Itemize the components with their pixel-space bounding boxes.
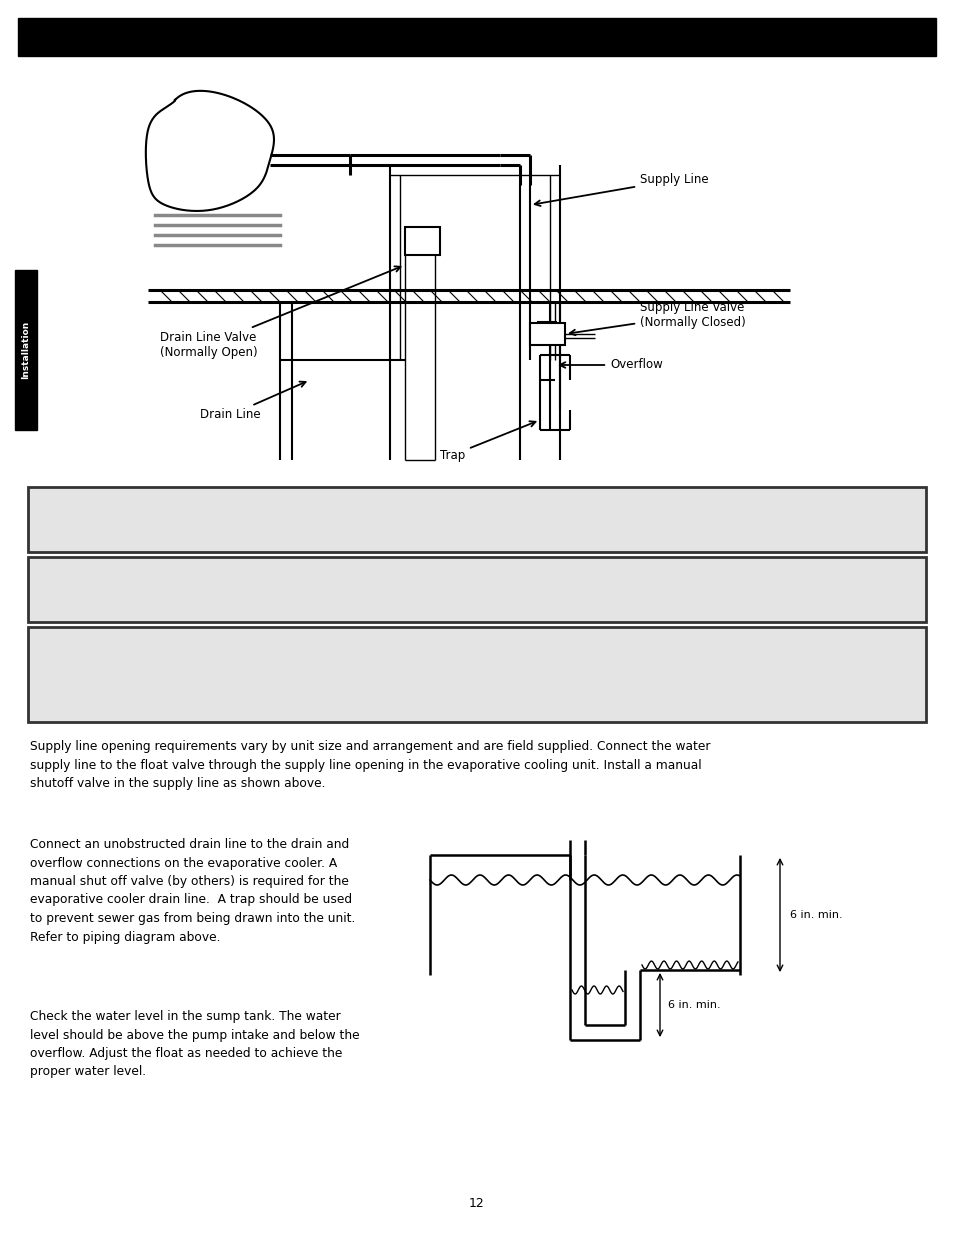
- Text: 6 in. min.: 6 in. min.: [789, 910, 841, 920]
- Bar: [530, 324, 564, 345]
- Text: Drain Line Valve
(Normally Open): Drain Line Valve (Normally Open): [160, 267, 400, 359]
- Text: 12: 12: [469, 1197, 484, 1210]
- Text: Overflow: Overflow: [559, 358, 662, 372]
- Text: 6 in. min.: 6 in. min.: [667, 1000, 720, 1010]
- Text: Supply Line Valve
(Normally Closed): Supply Line Valve (Normally Closed): [569, 301, 745, 335]
- Bar: [28, 487, 925, 552]
- Bar: [28, 627, 925, 722]
- Bar: [18, 19, 935, 56]
- Text: Drain Line: Drain Line: [200, 382, 305, 421]
- Bar: [15, 270, 37, 430]
- Text: Supply line opening requirements vary by unit size and arrangement and are field: Supply line opening requirements vary by…: [30, 740, 710, 790]
- Text: Trap: Trap: [439, 421, 535, 462]
- Bar: [28, 557, 925, 622]
- Text: Installation: Installation: [22, 321, 30, 379]
- Text: Supply Line: Supply Line: [535, 173, 708, 206]
- Bar: [405, 227, 439, 254]
- Text: Connect an unobstructed drain line to the drain and
overflow connections on the : Connect an unobstructed drain line to th…: [30, 839, 355, 944]
- Text: Check the water level in the sump tank. The water
level should be above the pump: Check the water level in the sump tank. …: [30, 1010, 359, 1078]
